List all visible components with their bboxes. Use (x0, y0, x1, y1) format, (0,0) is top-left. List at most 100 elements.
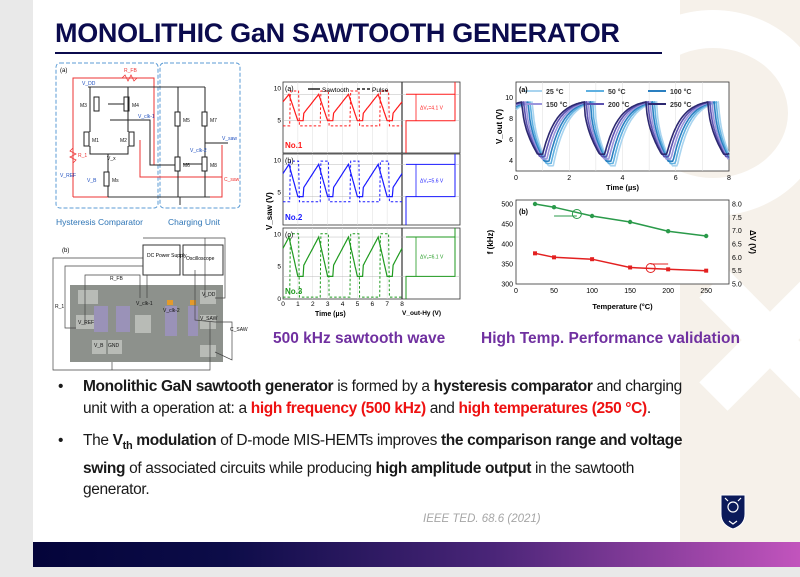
vout-trace-150c (515, 100, 730, 160)
bullet-text: hysteresis comparator (433, 378, 593, 395)
dc-power-supply-box (142, 244, 181, 276)
y-axis-label: V_out (V) (495, 109, 504, 144)
m6-label: M6 (183, 163, 190, 169)
plot-frame-b (515, 199, 730, 285)
bullet-text: is formed by a (333, 378, 434, 395)
vout-trace-50c (515, 100, 730, 165)
y-tick-label: 5 (277, 190, 281, 197)
y-right-tick-label: 7.0 (732, 228, 742, 235)
x-tick-label: 2 (311, 301, 315, 308)
y-tick-label: 400 (501, 242, 513, 249)
panel-name: No.2 (285, 213, 303, 222)
legend: Sawtooth Pulse (308, 87, 389, 94)
x-tick-label: 250 (700, 288, 712, 295)
panel-name: No.3 (285, 287, 303, 296)
vdd-label: V_DD (202, 292, 216, 298)
m4-label: M4 (132, 103, 139, 109)
y-tick-label: 350 (501, 262, 513, 269)
gnd-label: GND (108, 343, 120, 349)
panel-label: (a) (519, 87, 528, 94)
x-tick-label: 0 (281, 301, 285, 308)
oscilloscope-box (182, 244, 224, 276)
panel-label: (a) (285, 86, 294, 93)
panel-label: (b) (62, 248, 69, 254)
y-right-tick-label: 5.5 (732, 268, 742, 275)
x-tick-label: 3 (326, 301, 330, 308)
vb-label: V_B (87, 178, 97, 184)
sawtooth-caption: 500 kHz sawtooth wave (273, 330, 446, 347)
bullet-text: . (646, 399, 651, 417)
panel-label: (b) (519, 209, 528, 216)
hysteresis-loop (405, 154, 456, 225)
y-right-tick-label: 6.0 (732, 255, 742, 262)
bullet-text: generator. (83, 481, 150, 499)
panel-label: (c) (285, 232, 293, 239)
sawtooth-trace (282, 93, 403, 122)
y-right-tick-label: 5.0 (732, 282, 742, 289)
university-crest-logo (720, 494, 746, 530)
data-point-delta-v (552, 255, 557, 260)
bullet-list: • Monolithic GaN sawtooth generator is f… (58, 376, 778, 501)
r1-label: R_1 (78, 153, 87, 159)
x-tick-label: 4 (341, 301, 345, 308)
legend-label: 150 °C (546, 101, 567, 109)
rfb-label: R_FB (110, 276, 123, 282)
y-tick-label: 450 (501, 222, 513, 229)
data-point-frequency (532, 201, 538, 207)
legend-sawtooth: Sawtooth (322, 87, 349, 94)
bullet-text: of associated circuits while producing (125, 459, 376, 477)
temperature-caption: High Temp. Performance validation (481, 330, 740, 347)
legend-label: 50 °C (608, 88, 626, 96)
ms-label: Ms (112, 178, 119, 184)
bullet-text: Monolithic GaN sawtooth generator (83, 378, 334, 395)
vout-trace-250c (515, 100, 730, 155)
bullet-text: of D-mode MIS-HEMTs improves (216, 432, 441, 449)
m7-label: M7 (210, 118, 217, 124)
y-tick-label: 4 (509, 158, 513, 165)
legend-label: 100 °C (670, 88, 691, 96)
data-point-delta-v (666, 267, 671, 272)
x-tick-label: 50 (550, 288, 558, 295)
pulse-trace (283, 233, 402, 298)
panel-label: (b) (285, 158, 294, 165)
hysteresis-loop (405, 228, 456, 299)
bullet-text: V (112, 432, 123, 449)
legend-label: 250 °C (670, 101, 691, 109)
hysteresis-box (55, 62, 159, 209)
plot-frame (282, 227, 461, 300)
m2-label: M2 (120, 138, 127, 144)
x-tick-label: 200 (662, 288, 674, 295)
dc-power-label: DC Power Supply (147, 253, 187, 259)
x-tick-label: 0 (514, 288, 518, 295)
y-tick-label: 10 (274, 85, 282, 92)
x-tick-label: 5 (356, 301, 360, 308)
y-right-tick-label: 7.5 (732, 215, 742, 222)
subscript: th (122, 440, 133, 453)
x-axis-label: Time (µs) (606, 183, 639, 192)
legend-label: 200 °C (608, 101, 629, 109)
charging-box (159, 62, 241, 209)
delta-v-label: ΔV₂=5.6 V (420, 178, 444, 184)
slide-title: MONOLITHIC GaN SAWTOOTH GENERATOR (55, 18, 620, 48)
bullet-marker: • (58, 378, 64, 395)
panel-label: (a) (60, 68, 67, 74)
legend-pulse: Pulse (372, 87, 389, 94)
data-point-frequency (589, 213, 595, 219)
title-underline (55, 52, 662, 54)
x-tick-label: 6 (674, 175, 678, 182)
y-tick-label: 0 (277, 296, 281, 303)
x-tick-label: 0 (514, 175, 518, 182)
x-tick-label: 6 (370, 301, 374, 308)
circuit-schematic: (a) R_FB R_1 V_DD M3 M4 M1 M2 M5 M7 M6 M… (55, 62, 241, 227)
bullet-marker: • (58, 432, 64, 449)
vclk1-label: V_clk-1 (136, 301, 153, 307)
r1-label: R_1 (55, 304, 64, 310)
hysteresis-loop (405, 82, 456, 153)
y-right-tick-label: 8.0 (732, 202, 742, 209)
y-right-tick-label: 6.5 (732, 242, 742, 249)
vdd-label: V_DD (82, 81, 96, 87)
vsaw-label: V_saw (222, 136, 237, 142)
data-point-frequency (627, 219, 633, 225)
charging-unit-label: Charging Unit (168, 217, 221, 227)
